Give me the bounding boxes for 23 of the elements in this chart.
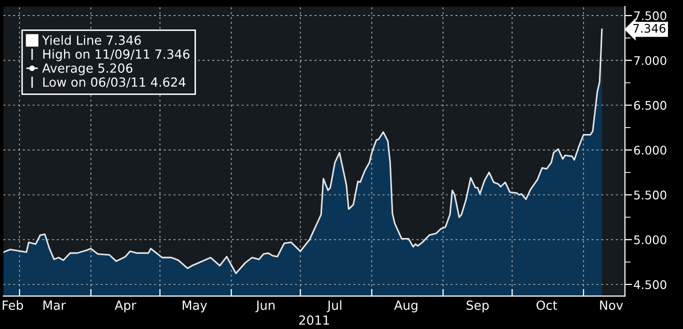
y-tick-label: 7.000 (634, 56, 666, 66)
x-tick-label: Aug (394, 300, 418, 312)
x-tick-label: Sep (466, 300, 489, 312)
x-tick-label: Nov (600, 300, 623, 310)
y-tick-label: 6.500 (634, 100, 666, 110)
x-axis-title: 2011 (299, 315, 329, 325)
x-tick-label: May (182, 300, 208, 312)
x-tick-label: Apr (114, 300, 136, 312)
annotation: High on 11/09/11 7.346 (43, 49, 190, 62)
y-tick-label: 7.500 (634, 11, 666, 20)
text: Yield Line 7.346 (42, 35, 141, 45)
annotation: Average 5.206 (42, 63, 132, 76)
annotation: Low on 06/03/11 4.624 (43, 77, 186, 88)
x-tick-label: Jul (326, 300, 342, 312)
x-tick-label: Feb (2, 300, 24, 310)
x-tick-label: Jun (255, 300, 275, 312)
x-tick-label: Mar (43, 300, 66, 310)
y-tick-label: 5.500 (634, 190, 666, 200)
y-tick-label: 5.000 (634, 235, 666, 244)
x-tick-label: Oct (536, 300, 558, 310)
annotation: 7.346 (633, 24, 666, 33)
y-tick-label: 4.500 (634, 280, 666, 290)
y-tick-label: 6.000 (634, 146, 666, 155)
